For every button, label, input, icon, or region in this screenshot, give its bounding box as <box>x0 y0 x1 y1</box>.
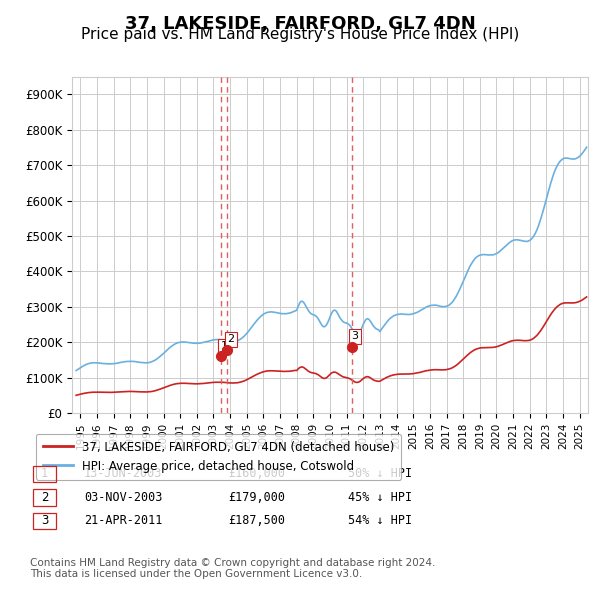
Text: 3: 3 <box>41 514 48 527</box>
Text: 1: 1 <box>41 467 48 480</box>
Text: 50% ↓ HPI: 50% ↓ HPI <box>348 467 412 480</box>
Text: £179,000: £179,000 <box>228 491 285 504</box>
Text: 45% ↓ HPI: 45% ↓ HPI <box>348 491 412 504</box>
Text: 37, LAKESIDE, FAIRFORD, GL7 4DN: 37, LAKESIDE, FAIRFORD, GL7 4DN <box>125 15 475 33</box>
Text: Contains HM Land Registry data © Crown copyright and database right 2024.
This d: Contains HM Land Registry data © Crown c… <box>30 558 436 579</box>
Text: Price paid vs. HM Land Registry's House Price Index (HPI): Price paid vs. HM Land Registry's House … <box>81 27 519 41</box>
Text: 54% ↓ HPI: 54% ↓ HPI <box>348 514 412 527</box>
Text: 13-JUN-2003: 13-JUN-2003 <box>84 467 163 480</box>
Text: £187,500: £187,500 <box>228 514 285 527</box>
Text: £160,000: £160,000 <box>228 467 285 480</box>
Text: 03-NOV-2003: 03-NOV-2003 <box>84 491 163 504</box>
Text: 1: 1 <box>221 341 227 351</box>
Text: 2: 2 <box>41 491 48 504</box>
Legend: 37, LAKESIDE, FAIRFORD, GL7 4DN (detached house), HPI: Average price, detached h: 37, LAKESIDE, FAIRFORD, GL7 4DN (detache… <box>36 434 401 480</box>
Text: 2: 2 <box>227 335 235 345</box>
Text: 3: 3 <box>352 332 359 341</box>
Text: 21-APR-2011: 21-APR-2011 <box>84 514 163 527</box>
